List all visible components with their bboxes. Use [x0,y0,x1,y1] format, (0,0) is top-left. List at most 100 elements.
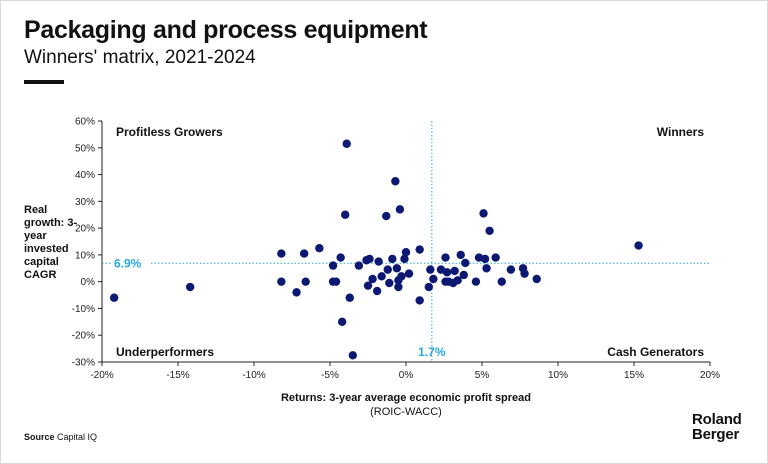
data-point [365,254,374,264]
data-point [363,281,373,290]
data-point [374,257,383,266]
data-point [400,254,409,264]
source-text: Capital IQ [57,432,98,442]
reference-label-y: 6.9% [114,257,142,271]
data-point [372,286,382,296]
data-point [479,209,488,218]
data-point [377,272,386,281]
roland-berger-logo: Roland Berger [692,412,742,442]
x-tick-label: 5% [475,370,490,381]
data-point [442,268,452,277]
plot-axes: -30%-20%-10%0%10%20%30%40%50%60%-20% -15%… [72,117,720,382]
quadrant-label-top-right: Winners [657,125,705,139]
data-point [388,254,397,264]
data-point [482,264,491,273]
data-point [109,293,119,302]
x-tick-label: 0% [399,370,414,381]
data-point [424,282,433,292]
x-tick-label: 10% [548,370,568,381]
y-axis-label: Real growth: 3-year invested capital CAG… [24,204,78,281]
data-point [404,269,414,278]
data-point [520,269,529,278]
y-tick-label: -30% [72,358,95,369]
y-tick-label: 40% [75,170,95,181]
reference-lines [102,121,710,362]
data-point [397,272,406,281]
data-point [348,351,357,360]
data-point [461,258,470,268]
data-point [383,265,392,274]
quadrant-labels: Profitless Growers Winners Underperformers… [116,125,704,359]
data-point [292,288,301,297]
data-point [277,249,286,258]
data-point [391,177,400,186]
data-point [450,266,459,276]
data-point [441,253,450,262]
data-point [497,277,506,286]
data-point [429,274,438,284]
data-point [336,253,345,262]
data-point [456,250,465,260]
y-tick-label: 0% [81,277,96,288]
y-tick-label: 50% [75,143,95,154]
y-tick-label: 60% [75,117,95,128]
quadrant-label-top-left: Profitless Growers [116,125,223,139]
data-point [415,245,424,254]
reference-label-y-bg [112,255,150,271]
data-point [491,253,500,262]
x-tick-label: 20% [700,370,720,381]
source-label: Source [24,432,55,442]
data-point [634,241,643,250]
y-tick-label: -20% [72,331,95,342]
logo-line-2: Berger [692,426,740,443]
x-axis-label-main: Returns: 3-year average economic profit … [280,392,532,404]
data-point [354,261,364,270]
data-point [392,264,402,273]
data-point [368,274,377,284]
reference-label-x: 1.7% [418,345,446,359]
data-point [532,274,541,284]
y-tick-label: -10% [72,304,95,315]
data-point [441,277,450,286]
logo-line-1: Roland [692,411,742,428]
data-point [480,254,490,264]
x-tick-label: -15% [166,370,189,381]
x-tick-label: -5% [321,370,339,381]
data-point [341,210,350,219]
y-tick-label: 20% [75,224,95,235]
data-point [301,277,310,286]
title-underline [24,80,64,84]
chart-title: Packaging and process equipment [24,16,428,44]
data-point [415,296,424,305]
data-points [109,139,643,360]
data-point [395,205,405,214]
x-tick-label: 15% [624,370,644,381]
data-point [342,139,351,148]
chart-subtitle: Winners' matrix, 2021-2024 [24,47,256,68]
data-point [394,282,403,292]
x-tick-label: -20% [90,370,113,381]
data-point [485,226,494,235]
reference-labels: 6.9% 1.7% [112,255,446,359]
data-point [471,277,481,286]
data-point [277,277,286,286]
data-point [331,277,341,286]
data-point [459,270,468,280]
data-point [426,265,435,274]
data-point [337,317,347,327]
data-point [185,282,195,292]
data-point [401,248,411,257]
data-point [382,211,391,221]
quadrant-label-bottom-right: Cash Generators [607,345,704,359]
x-axis-label-sub: (ROIC-WACC) [370,406,442,418]
data-point [385,278,394,288]
y-tick-label: 30% [75,197,95,208]
source-note: Source Capital IQ [24,432,97,442]
data-point [453,276,462,285]
x-tick-label: -10% [242,370,265,381]
data-point [328,261,338,270]
data-point [506,265,516,274]
data-point [315,243,324,253]
data-point [299,249,309,258]
